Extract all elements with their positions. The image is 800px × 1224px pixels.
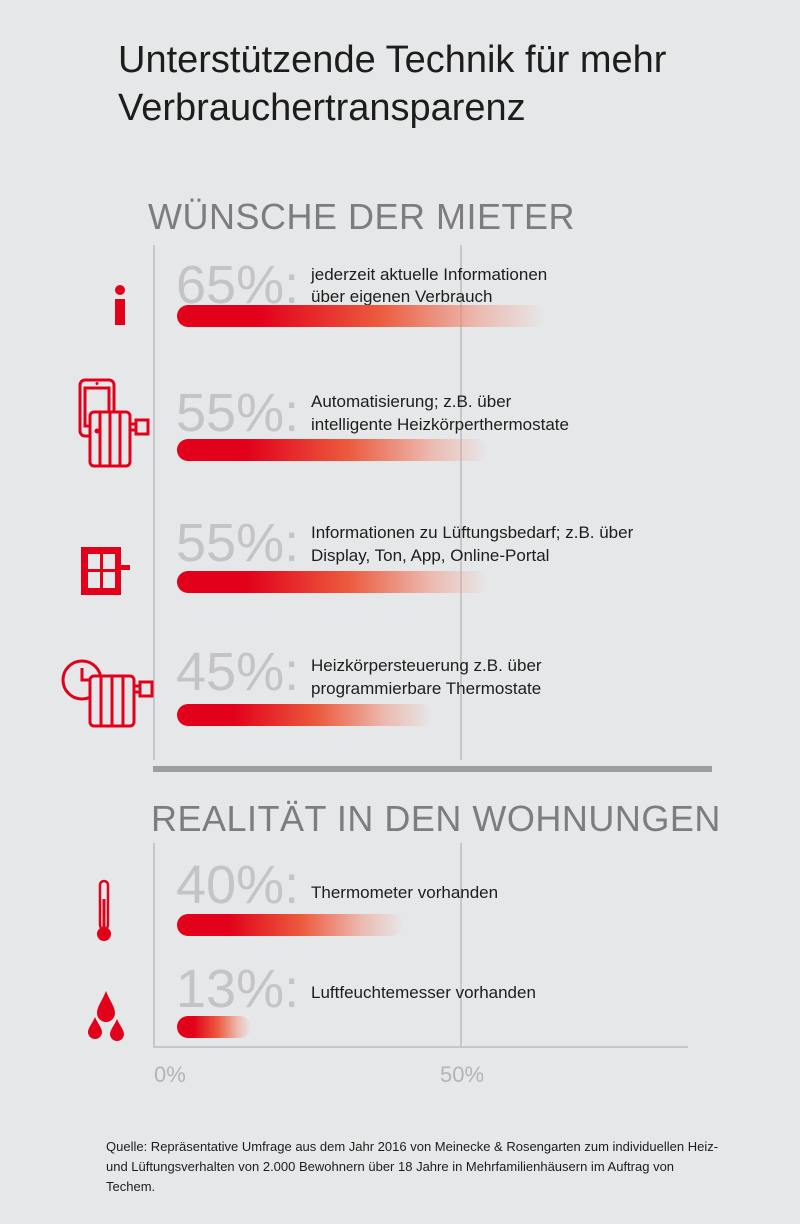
row-description-line2: über eigenen Verbrauch: [311, 287, 493, 306]
gridline-fifty-bottom: [460, 843, 462, 1048]
percent-label: 45%:: [176, 642, 300, 702]
page-title: Unterstützende Technik für mehr Verbrauc…: [118, 39, 667, 129]
bar: [177, 704, 432, 726]
percent-label: 55%:: [176, 383, 300, 443]
percent-label: 13%:: [176, 959, 300, 1019]
row-description-line1: Informationen zu Lüftungsbedarf; z.B. üb…: [311, 523, 634, 542]
section-heading-reality: REALITÄT IN DEN WOHNUNGEN: [151, 798, 721, 839]
row-description-line2: intelligente Heizkörperthermostate: [311, 415, 569, 434]
row-description-line1: Heizkörpersteuerung z.B. über: [311, 656, 542, 675]
source-note: Quelle: Repräsentative Umfrage aus dem J…: [106, 1139, 719, 1194]
percent-label: 40%:: [176, 855, 300, 915]
timer-radiator-icon: [61, 659, 154, 728]
axis-line-zero-bottom: [153, 843, 155, 1048]
bar: [177, 439, 488, 461]
row-description-line2: Display, Ton, App, Online-Portal: [311, 546, 550, 565]
section-divider: [153, 766, 712, 772]
percent-label: 65%:: [176, 255, 300, 315]
row-description-line2: programmierbare Thermostate: [311, 679, 542, 698]
bar: [177, 1016, 251, 1038]
smartphone-radiator-icon: [78, 378, 150, 468]
row-description-line1: jederzeit aktuelle Informationen: [311, 265, 548, 284]
percent-label: 55%:: [176, 513, 300, 573]
row-description-line1: Luftfeuchtemesser vorhanden: [311, 983, 536, 1002]
window-icon: [81, 547, 130, 595]
bar: [177, 571, 488, 593]
section-heading-wishes: WÜNSCHE DER MIETER: [148, 196, 576, 237]
x-tick-label: 50%: [440, 1062, 485, 1087]
bar: [177, 305, 545, 327]
thermometer-icon: [97, 879, 111, 941]
row-description-line1: Thermometer vorhanden: [311, 883, 499, 902]
gridline-fifty-top: [460, 245, 462, 760]
water-drops-icon: [88, 991, 124, 1041]
axis-line-zero-top: [153, 245, 155, 760]
row-description-line1: Automatisierung; z.B. über: [311, 392, 512, 411]
x-tick-label: 0%: [154, 1062, 186, 1087]
info-icon: [115, 285, 125, 325]
x-axis-baseline: [153, 1046, 688, 1048]
bar: [177, 914, 403, 936]
